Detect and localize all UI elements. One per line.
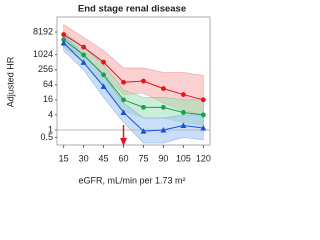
point: [200, 124, 207, 131]
point: [61, 37, 67, 42]
y-tick-label: 16: [43, 94, 53, 104]
point: [180, 110, 186, 115]
x-tick-label: 90: [158, 153, 168, 163]
point: [101, 72, 106, 78]
y-tick-label: 1024: [33, 49, 53, 59]
x-tick-label: 120: [196, 153, 211, 163]
point: [141, 104, 146, 110]
point: [61, 32, 67, 37]
x-tick-label: 105: [176, 153, 191, 163]
y-tick-label: 4: [48, 109, 53, 119]
point: [60, 39, 67, 46]
marker-arrow-head: [120, 138, 128, 146]
chart: End stage renal disease Adjusted HR eGFR…: [5, 4, 211, 186]
series-line: [63, 42, 204, 132]
x-tick-label: 60: [119, 153, 129, 163]
point: [100, 83, 107, 89]
series-line: [63, 34, 204, 101]
x-tick-label: 30: [79, 153, 89, 163]
point: [81, 52, 87, 58]
point: [160, 126, 167, 133]
y-tick-label: 64: [43, 79, 53, 89]
point: [121, 97, 126, 103]
series-line: [63, 39, 204, 116]
point: [161, 86, 166, 91]
point: [200, 97, 206, 103]
point: [80, 59, 87, 65]
point: [180, 92, 186, 97]
x-tick-label: 15: [59, 153, 69, 163]
x-tick-label: 45: [99, 153, 109, 163]
plot-frame: [56, 16, 211, 146]
point: [140, 128, 147, 134]
point: [180, 122, 187, 129]
point: [200, 112, 206, 118]
point: [121, 79, 126, 85]
y-tick-label: 256: [38, 64, 53, 74]
x-axis-label: eGFR, mL/min per 1.73 m²: [78, 175, 185, 185]
x-tick-label: 75: [138, 153, 148, 163]
point: [101, 59, 106, 65]
y-axis-label: Adjusted HR: [5, 56, 15, 107]
point: [81, 44, 87, 50]
point: [141, 78, 146, 84]
chart-title: End stage renal disease: [78, 4, 186, 15]
y-tick-label: 0.5: [40, 132, 53, 142]
point: [120, 109, 127, 115]
page: End stage renal disease Adjusted HR eGFR…: [5, 3, 211, 186]
y-tick-label: 8192: [33, 26, 53, 36]
point: [161, 104, 166, 110]
y-tick-label: 1: [48, 124, 53, 134]
